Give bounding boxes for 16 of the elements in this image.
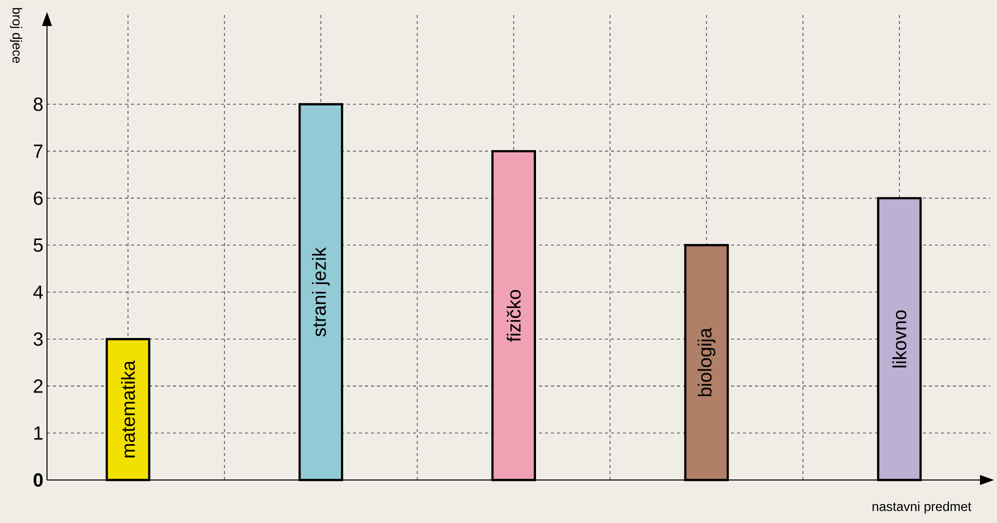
y-tick-label: 4 xyxy=(33,286,43,299)
y-tick-label: 2 xyxy=(34,379,43,393)
y-axis-title: broj djece xyxy=(10,8,22,63)
x-tick-label: fizičko xyxy=(506,290,521,342)
x-tick-label: strani jezik xyxy=(312,247,330,336)
y-tick-label: 3 xyxy=(34,332,43,346)
y-tick-label: 7 xyxy=(34,144,43,158)
y-tick-label: 6 xyxy=(34,191,43,205)
y-tick-label: 5 xyxy=(34,238,43,252)
y-tick-label: 8 xyxy=(34,98,43,111)
x-axis-title: nastavni predmet xyxy=(872,502,972,514)
y-tick-label: 1 xyxy=(34,426,43,440)
x-tick-label: biologija xyxy=(698,328,716,396)
y-tick-label: 0 xyxy=(34,473,43,487)
x-tick-label: matematika xyxy=(121,360,135,458)
x-tick-label: likovno xyxy=(892,310,906,368)
